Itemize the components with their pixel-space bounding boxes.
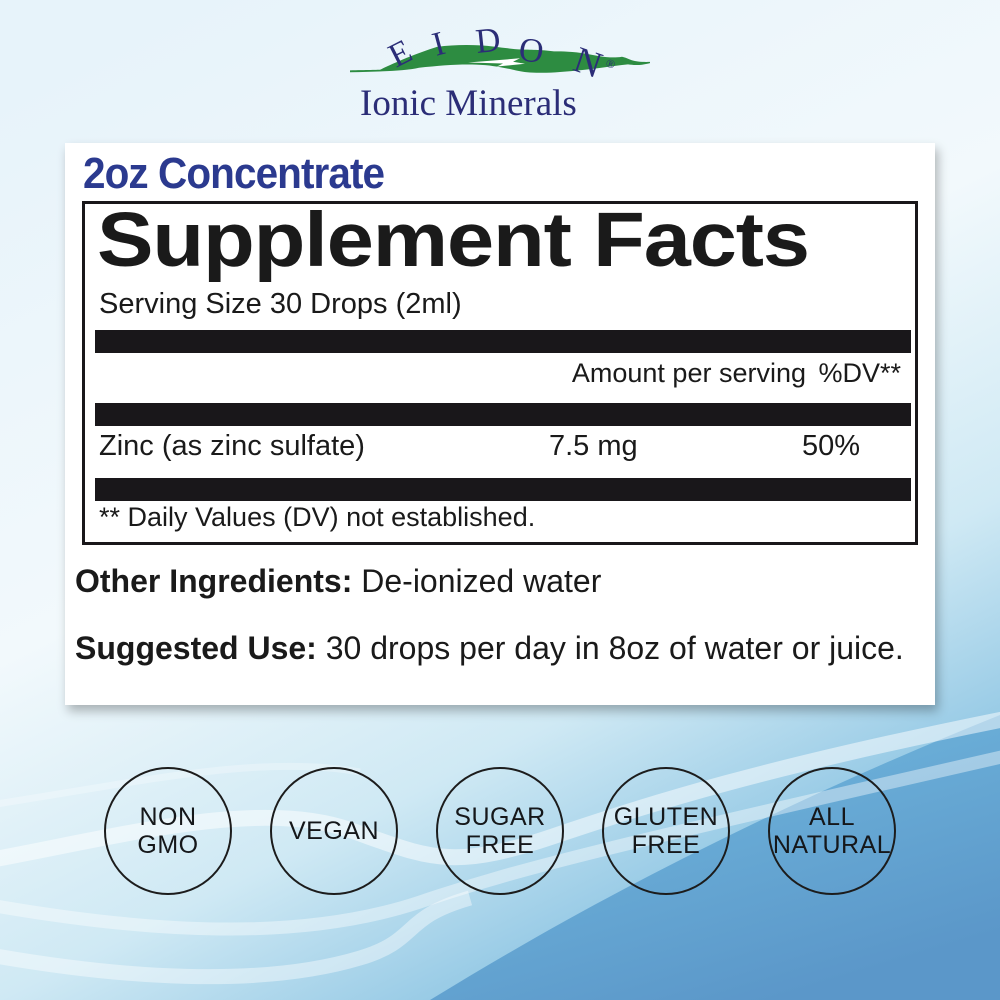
- svg-text:N: N: [568, 39, 607, 86]
- svg-text:D: D: [474, 20, 502, 61]
- svg-text:O: O: [517, 31, 546, 71]
- svg-text:Ionic Minerals: Ionic Minerals: [360, 83, 577, 120]
